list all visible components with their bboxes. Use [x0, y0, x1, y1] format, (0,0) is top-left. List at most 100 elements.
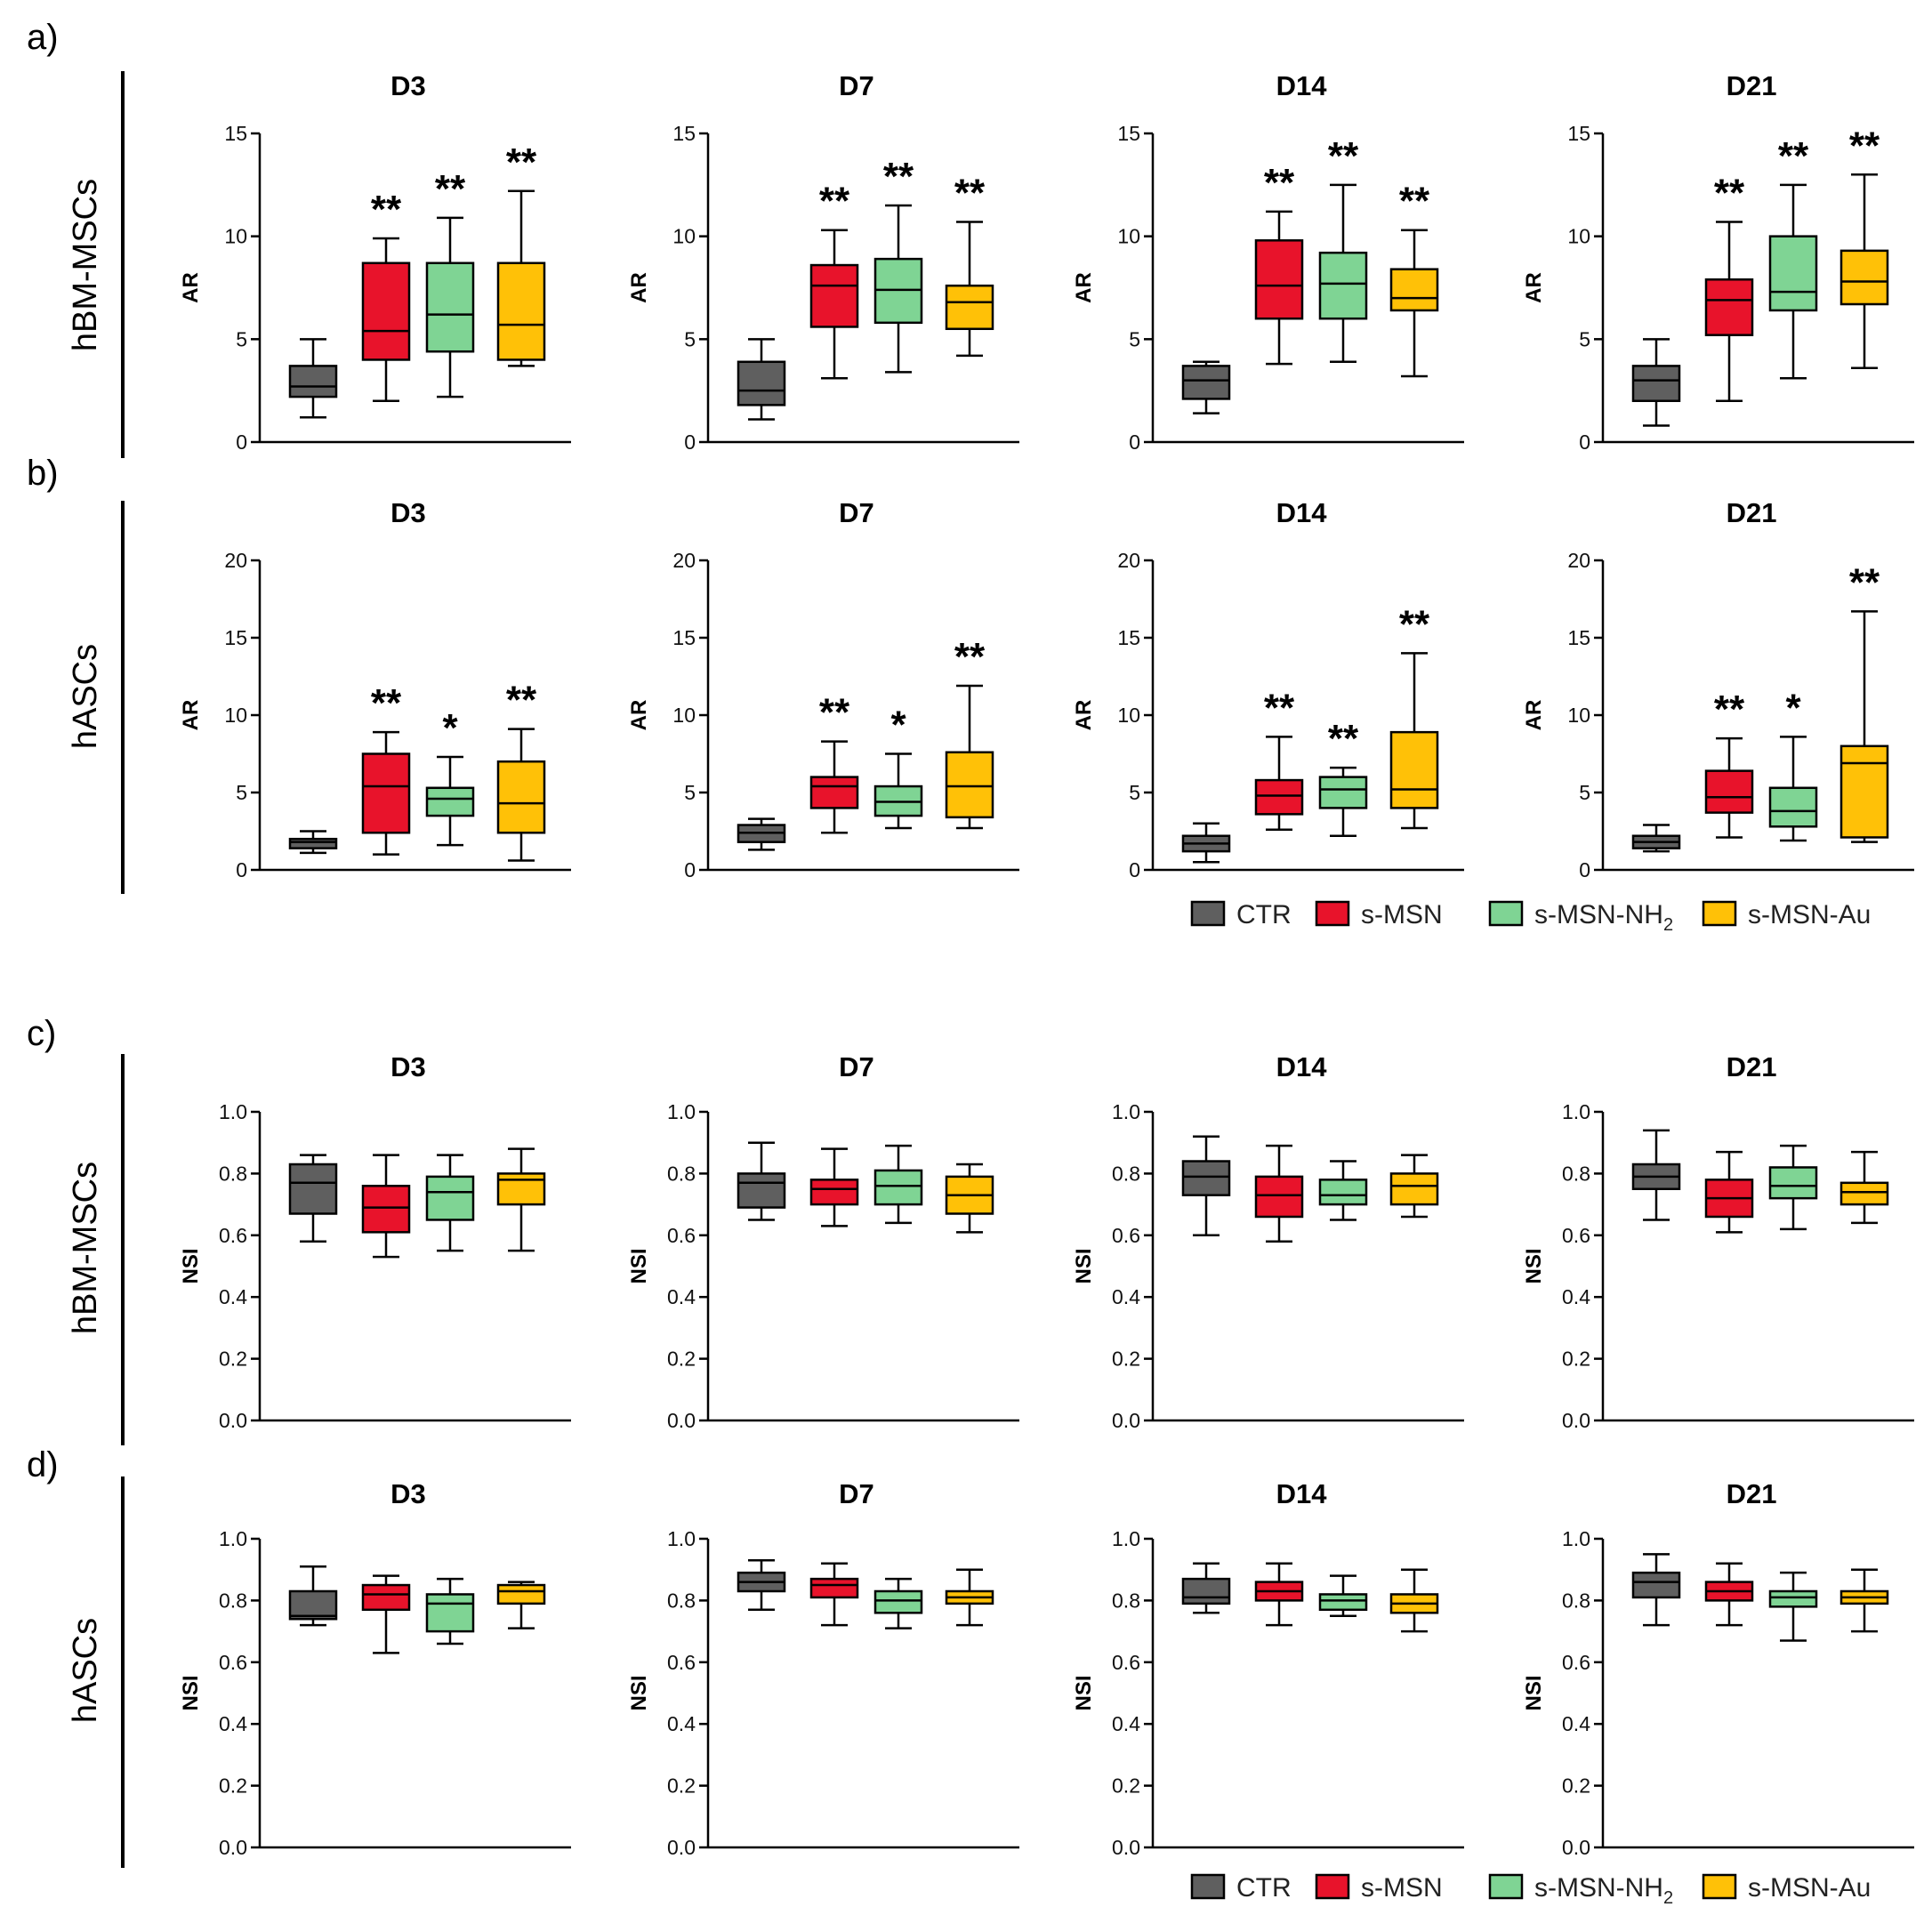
box-s-msn: ** [1254, 161, 1304, 366]
box-ctr [1631, 338, 1681, 427]
significance-label: ** [1714, 688, 1745, 731]
box-s-msn [1704, 1150, 1754, 1234]
y-tick-label: 5 [1579, 781, 1590, 804]
y-tick-label: 0.2 [1562, 1348, 1590, 1371]
significance-label: ** [1778, 134, 1809, 178]
box-s-msn-au: ** [496, 679, 546, 862]
chart-title: D14 [1276, 1478, 1328, 1509]
y-tick-label: 0.0 [1562, 1836, 1590, 1859]
box-iqr [425, 1175, 475, 1221]
box-iqr [288, 365, 338, 398]
box-s-msn-au: ** [945, 635, 994, 830]
y-tick-label: 0.0 [667, 1836, 696, 1859]
chart-title: D7 [839, 497, 874, 528]
box-s-msn-au [945, 1568, 994, 1627]
significance-label: ** [819, 691, 850, 735]
box-ctr [1181, 822, 1231, 864]
significance-label: ** [506, 679, 537, 722]
y-tick-label: 0.0 [219, 1409, 247, 1432]
y-tick-label: 0 [236, 430, 247, 454]
y-tick-label: 0.4 [1112, 1712, 1140, 1735]
chart-title: D21 [1727, 1478, 1777, 1509]
y-axis-label: AR [1072, 700, 1096, 731]
box-s-msn-nh2: * [1768, 686, 1818, 842]
box-s-msn-au: ** [1839, 124, 1889, 369]
panel-letter-a: a) [27, 18, 59, 57]
box-s-msn: ** [809, 691, 859, 834]
significance-label: ** [954, 171, 986, 214]
y-tick-label: 1.0 [1562, 1527, 1590, 1550]
y-tick-label: 10 [672, 704, 696, 727]
box-iqr [1768, 786, 1818, 828]
y-tick-label: 0 [1129, 430, 1140, 454]
significance-label: ** [1328, 717, 1359, 760]
panel-letter-d: d) [27, 1445, 59, 1485]
box-s-msn-nh2 [425, 1577, 475, 1645]
box-ctr [1631, 1129, 1681, 1221]
y-tick-label: 0.2 [1112, 1348, 1140, 1371]
box-iqr [737, 1172, 786, 1209]
legend-label-s-msn-nh2: s-MSN-NH2 [1534, 900, 1673, 935]
box-iqr [1631, 1571, 1681, 1599]
box-iqr [288, 1163, 338, 1215]
legend-label-s-msn-nh2: s-MSN-NH2 [1534, 1873, 1673, 1908]
y-tick-label: 0.4 [1562, 1712, 1590, 1735]
y-tick-label: 0.8 [219, 1589, 247, 1612]
y-tick-label: 15 [1117, 122, 1140, 145]
y-tick-label: 20 [672, 549, 696, 572]
box-iqr [1389, 268, 1439, 312]
chart-title: D3 [390, 70, 426, 101]
y-tick-label: 15 [1567, 626, 1590, 649]
y-tick-label: 0.4 [667, 1285, 696, 1308]
y-tick-label: 0.8 [1112, 1589, 1140, 1612]
box-s-msn-nh2 [1318, 1160, 1368, 1221]
legend-swatch-s-msn [1315, 1873, 1350, 1900]
y-tick-label: 10 [224, 704, 247, 727]
box-iqr [1318, 251, 1368, 320]
y-tick-label: 5 [236, 781, 247, 804]
y-tick-label: 0 [684, 858, 696, 881]
box-ctr [1181, 360, 1231, 414]
box-iqr [288, 1589, 338, 1621]
y-tick-label: 0.0 [1562, 1409, 1590, 1432]
y-axis-label: AR [179, 700, 203, 731]
y-tick-label: 20 [1567, 549, 1590, 572]
y-tick-label: 10 [1567, 704, 1590, 727]
box-ctr [288, 1154, 338, 1243]
chart-title: D7 [839, 1478, 874, 1509]
box-s-msn [1704, 1562, 1754, 1627]
box-iqr [288, 837, 338, 849]
y-tick-label: 0.8 [1562, 1589, 1590, 1612]
box-s-msn-nh2: ** [425, 167, 475, 398]
y-axis-label: AR [1522, 700, 1546, 731]
y-tick-label: 0 [1129, 858, 1140, 881]
box-iqr [1768, 235, 1818, 312]
chart-panel-d-d14: D14 0.0 0.2 0.4 0.6 0.8 1.0 NSI [1072, 1478, 1464, 1859]
y-tick-label: 0.6 [1112, 1651, 1140, 1674]
box-s-msn-au: ** [1389, 602, 1439, 830]
box-s-msn [1254, 1562, 1304, 1627]
box-s-msn [809, 1562, 859, 1627]
box-iqr [1254, 778, 1304, 816]
box-s-msn-au: ** [1839, 560, 1889, 843]
y-tick-label: 15 [672, 626, 696, 649]
cell-type-label: hBM-MSCs [67, 179, 104, 351]
cell-type-label: hASCs [67, 1618, 104, 1723]
significance-label: ** [371, 681, 402, 725]
y-tick-label: 0.2 [667, 1774, 696, 1798]
cell-type-label: hBM-MSCs [67, 1162, 104, 1334]
y-tick-label: 0 [684, 430, 696, 454]
chart-title: D21 [1727, 497, 1777, 528]
y-tick-label: 0.6 [667, 1224, 696, 1247]
box-iqr [425, 1593, 475, 1633]
legend-label-s-msn-au: s-MSN-Au [1748, 1873, 1871, 1903]
significance-label: ** [1328, 134, 1359, 178]
box-iqr [1181, 1577, 1231, 1605]
box-ctr [737, 817, 786, 851]
y-tick-label: 10 [672, 225, 696, 248]
y-tick-label: 0.6 [1112, 1224, 1140, 1247]
box-iqr [425, 786, 475, 817]
box-s-msn-nh2 [873, 1144, 923, 1225]
chart-panel-a-d14: D14 0 5 10 15 AR ** ** ** [1072, 70, 1464, 454]
